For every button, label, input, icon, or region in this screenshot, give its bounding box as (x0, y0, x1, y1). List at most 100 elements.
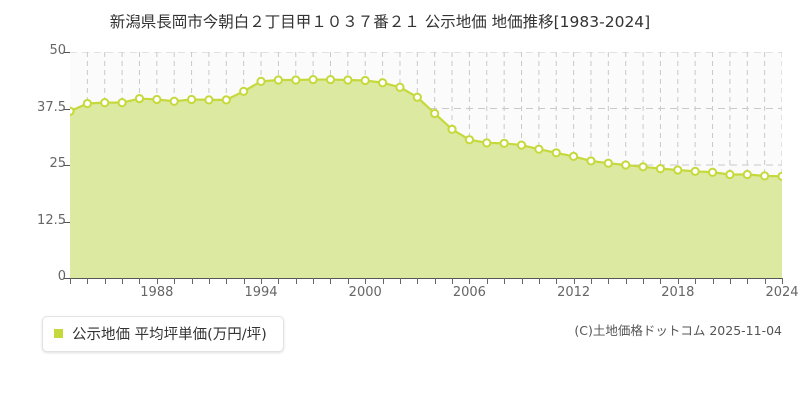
x-axis-tick-mark (87, 278, 88, 284)
x-axis-tick-mark (747, 278, 748, 284)
x-axis-tick-mark (278, 278, 279, 284)
legend-swatch-icon (54, 329, 63, 338)
x-axis-tick-mark (157, 278, 158, 284)
x-axis-tick-mark (504, 278, 505, 284)
data-point-marker (499, 138, 509, 148)
x-axis-tick-mark (209, 278, 210, 284)
x-axis-tick-mark (765, 278, 766, 284)
data-point-marker (412, 92, 422, 102)
data-point-marker (586, 156, 596, 166)
x-axis-line (70, 278, 783, 279)
y-axis-tick-label: 25 (49, 156, 66, 171)
data-point-marker (447, 124, 457, 134)
data-point-marker (117, 98, 127, 108)
data-point-marker (221, 95, 231, 105)
data-point-marker (760, 171, 770, 181)
x-axis-tick-label: 2006 (452, 285, 486, 300)
data-point-marker (186, 94, 197, 105)
data-point-marker (343, 75, 353, 85)
x-axis-tick-mark (226, 278, 227, 284)
data-point-marker (70, 106, 75, 116)
x-axis-tick-mark (469, 278, 470, 284)
data-point-marker (377, 78, 388, 88)
x-axis-tick-mark (244, 278, 245, 284)
x-axis-tick-label: 2000 (348, 285, 382, 300)
x-axis-tick-mark (348, 278, 349, 284)
x-axis-tick-mark (452, 278, 453, 284)
data-point-marker (516, 140, 527, 150)
plot-area (70, 52, 782, 278)
series-markers (70, 74, 782, 181)
y-axis-tick-label: 12.5 (37, 212, 66, 228)
x-axis-tick-mark (296, 278, 297, 284)
x-axis-tick-mark (626, 278, 627, 284)
data-point-marker (690, 166, 700, 176)
data-point-marker (551, 148, 561, 158)
data-point-marker (204, 95, 214, 105)
x-axis-tick-mark (591, 278, 592, 284)
x-axis-tick-mark (174, 278, 175, 284)
data-point-marker (308, 74, 318, 85)
data-point-marker (569, 151, 579, 162)
x-axis-tick-mark (435, 278, 436, 284)
x-axis-tick-mark (261, 278, 262, 284)
x-axis-tick-label: 2018 (661, 285, 695, 300)
x-axis-tick-mark (574, 278, 575, 284)
data-point-marker (134, 93, 145, 104)
x-axis-tick-mark (695, 278, 696, 284)
x-axis-tick-label: 2024 (765, 285, 799, 300)
y-axis-tick-mark (64, 52, 71, 53)
y-axis-tick-mark (64, 165, 71, 166)
x-axis-tick-mark (330, 278, 331, 284)
x-axis-tick-mark (313, 278, 314, 284)
data-point-marker (169, 96, 179, 106)
x-axis-tick-label: 1988 (140, 285, 174, 300)
x-axis-tick-mark (400, 278, 401, 284)
x-axis-tick-mark (713, 278, 714, 284)
data-point-marker (655, 164, 666, 174)
x-axis-tick-mark (122, 278, 123, 284)
x-axis-tick-mark (70, 278, 71, 284)
data-point-marker (239, 86, 249, 96)
data-point-marker (291, 75, 301, 85)
chart-legend: 公示地価 平均坪単価(万円/坪) (42, 316, 284, 352)
y-axis-tick-label: 37.5 (37, 99, 66, 115)
data-point-marker (725, 169, 735, 180)
x-axis-tick-mark (365, 278, 366, 284)
data-point-marker (777, 171, 782, 181)
data-point-marker (256, 76, 266, 86)
x-axis-tick-mark (417, 278, 418, 284)
data-point-marker (152, 94, 162, 105)
area-series-svg (70, 52, 782, 278)
x-axis-tick-label: 1994 (244, 285, 278, 300)
data-point-marker (638, 162, 648, 172)
x-axis-tick-mark (608, 278, 609, 284)
data-point-marker (82, 98, 92, 109)
data-point-marker (482, 138, 492, 148)
data-point-marker (325, 74, 336, 85)
y-axis-tick-mark (64, 222, 71, 223)
x-axis-tick-label: 2012 (557, 285, 591, 300)
x-axis-tick-mark (192, 278, 193, 284)
copyright-credit: (C)土地価格ドットコム 2025-11-04 (574, 323, 782, 338)
data-point-marker (707, 167, 718, 177)
data-point-marker (742, 169, 752, 180)
x-axis-tick-mark (539, 278, 540, 284)
data-point-marker (360, 75, 370, 86)
y-axis-tick-label: 50 (49, 43, 66, 58)
x-axis-tick-mark (487, 278, 488, 284)
x-axis-tick-mark (556, 278, 557, 284)
x-axis-tick-mark (643, 278, 644, 284)
data-point-marker (621, 160, 631, 170)
data-point-marker (534, 144, 544, 154)
x-axis-tick-mark (105, 278, 106, 284)
data-point-marker (273, 75, 283, 85)
data-point-marker (673, 165, 683, 175)
page-title: 新潟県長岡市今朝白２丁目甲１０３７番２１ 公示地価 地価推移[1983-2024… (109, 13, 651, 31)
data-point-marker (100, 98, 110, 108)
x-axis-tick-mark (383, 278, 384, 284)
area-fill (70, 79, 782, 278)
data-point-marker (464, 135, 475, 145)
x-axis-tick-mark (730, 278, 731, 284)
